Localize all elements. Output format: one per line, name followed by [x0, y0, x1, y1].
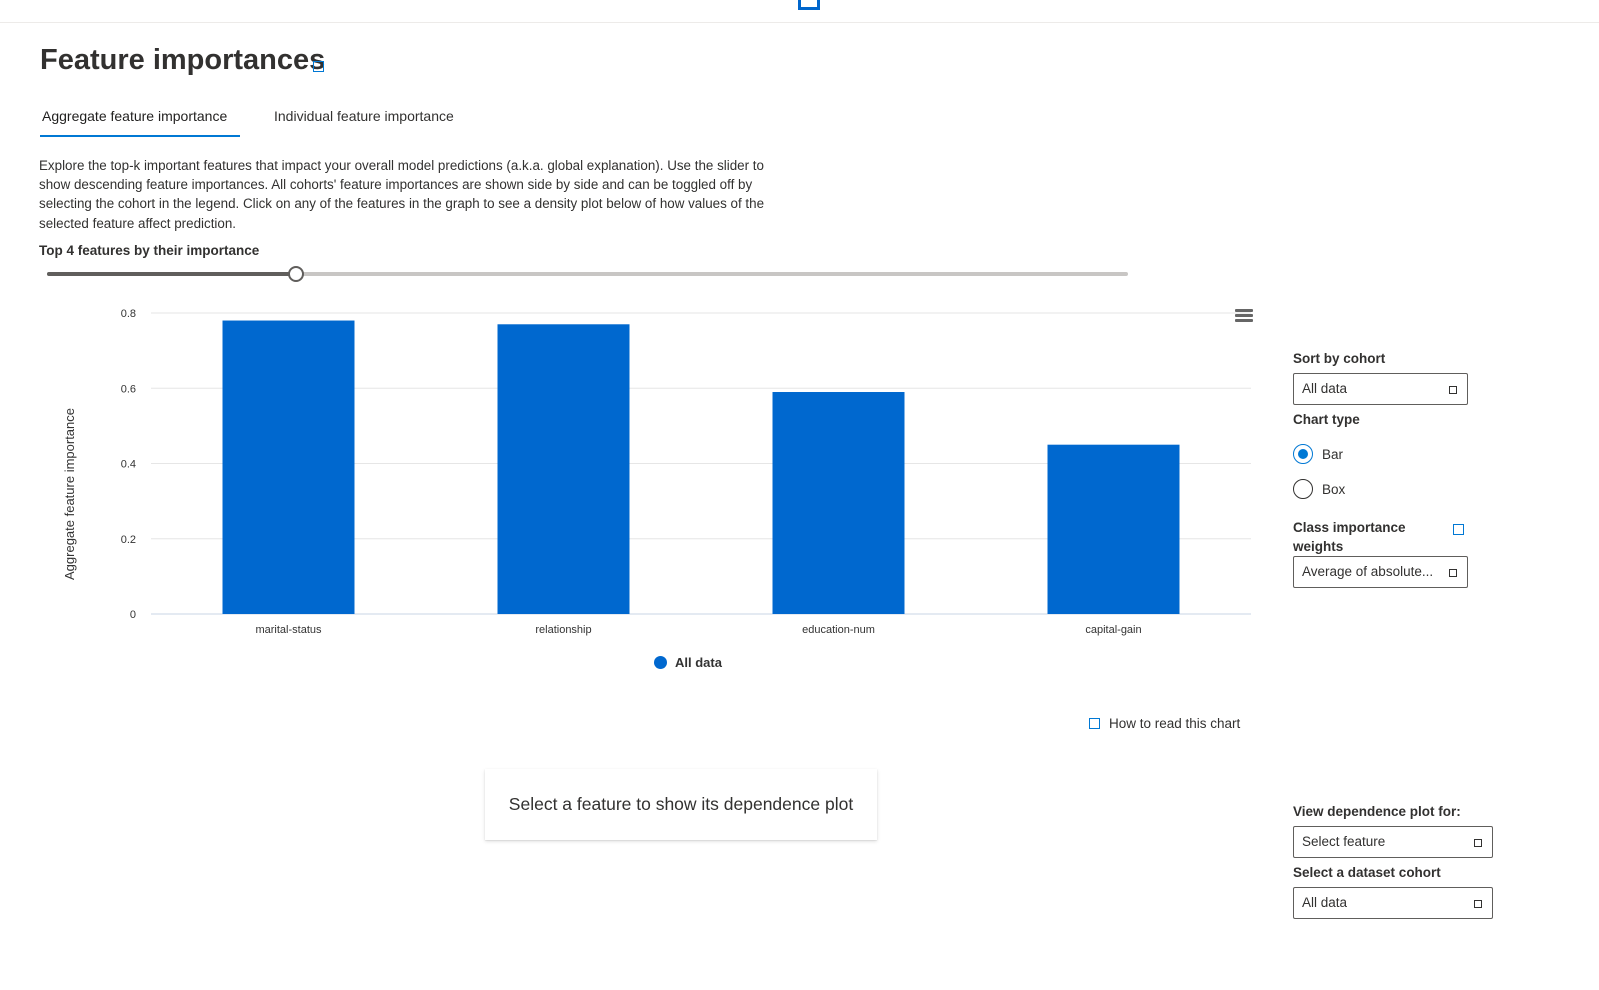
dependence-plot-placeholder: Select a feature to show its dependence …: [485, 769, 877, 840]
dependence-placeholder-text: Select a feature to show its dependence …: [508, 794, 854, 814]
x-tick-label: education-num: [802, 624, 875, 636]
sort-by-cohort-label: Sort by cohort: [1293, 351, 1386, 366]
chart-x-ticks: marital-status relationship education-num c…: [255, 624, 1141, 636]
radio-unchecked-icon: [1293, 479, 1313, 499]
chevron-down-icon: [1474, 900, 1482, 908]
radio-checked-icon: [1293, 444, 1313, 464]
chevron-down-icon: [1449, 569, 1457, 577]
dataset-cohort-label: Select a dataset cohort: [1293, 865, 1441, 880]
class-importance-label-line1: Class importance: [1293, 520, 1406, 535]
page-title: Feature importances: [40, 44, 326, 76]
tab-aggregate-feature-importance[interactable]: Aggregate feature importance: [42, 108, 228, 124]
info-icon[interactable]: [313, 61, 324, 72]
slider-label: Top 4 features by their importance: [39, 243, 260, 258]
y-tick-label: 0.8: [121, 308, 136, 320]
tab-individual-feature-importance[interactable]: Individual feature importance: [274, 108, 454, 124]
slider-track[interactable]: [47, 272, 1128, 276]
class-importance-label-line2: weights: [1293, 539, 1344, 554]
sort-by-cohort-dropdown[interactable]: All data: [1293, 373, 1468, 405]
active-tab-indicator: [40, 135, 240, 137]
chart-bars: [222, 320, 1180, 614]
legend-label: All data: [675, 655, 722, 670]
feature-importance-chart: 0 0.2 0.4 0.6 0.8 marital-status relationship…: [62, 308, 1251, 636]
class-importance-dropdown[interactable]: Average of absolute...: [1293, 556, 1468, 588]
bar-capital-gain[interactable]: [1047, 444, 1180, 614]
chart-type-box-radio[interactable]: Box: [1293, 479, 1345, 499]
x-tick-label: relationship: [535, 624, 591, 636]
legend-marker: [654, 656, 667, 669]
bar-education-num[interactable]: [772, 392, 905, 614]
class-importance-value: Average of absolute...: [1302, 564, 1434, 579]
info-icon[interactable]: [1453, 524, 1464, 535]
chart-type-label: Chart type: [1293, 412, 1360, 427]
top-divider: [0, 22, 1599, 23]
dataset-cohort-value: All data: [1302, 895, 1348, 910]
slider-fill: [47, 272, 297, 276]
how-to-read-label: How to read this chart: [1109, 716, 1241, 731]
radio-label-box: Box: [1322, 481, 1346, 497]
square-icon[interactable]: [798, 0, 820, 10]
y-tick-label: 0: [130, 609, 136, 621]
description-text: Explore the top-k important features tha…: [39, 158, 765, 231]
how-to-read-link[interactable]: How to read this chart: [1089, 716, 1240, 731]
chevron-down-icon: [1449, 386, 1457, 394]
info-icon: [1089, 718, 1100, 729]
dataset-cohort-dropdown[interactable]: All data: [1293, 887, 1493, 919]
radio-label-bar: Bar: [1322, 446, 1344, 462]
hamburger-menu-icon[interactable]: [1235, 309, 1253, 323]
y-tick-label: 0.2: [121, 534, 136, 546]
bar-relationship[interactable]: [497, 324, 630, 614]
dependence-plot-label: View dependence plot for:: [1293, 804, 1461, 819]
select-feature-placeholder: Select feature: [1302, 834, 1386, 849]
select-feature-dropdown[interactable]: Select feature: [1293, 826, 1493, 858]
y-tick-label: 0.4: [121, 459, 136, 471]
class-importance-label: Class importance weights: [1293, 518, 1406, 556]
slider-thumb[interactable]: [288, 266, 304, 282]
chart-type-bar-radio[interactable]: Bar: [1293, 444, 1343, 464]
y-tick-label: 0.6: [121, 383, 136, 395]
legend-item-all-data[interactable]: All data: [654, 655, 722, 670]
x-tick-label: capital-gain: [1085, 624, 1141, 636]
bar-marital-status[interactable]: [222, 320, 355, 614]
sort-by-cohort-value: All data: [1302, 381, 1348, 396]
chart-y-ticks: 0 0.2 0.4 0.6 0.8: [121, 308, 136, 621]
x-tick-label: marital-status: [255, 624, 322, 636]
y-axis-label: Aggregate feature importance: [62, 408, 77, 580]
chevron-down-icon: [1474, 839, 1482, 847]
